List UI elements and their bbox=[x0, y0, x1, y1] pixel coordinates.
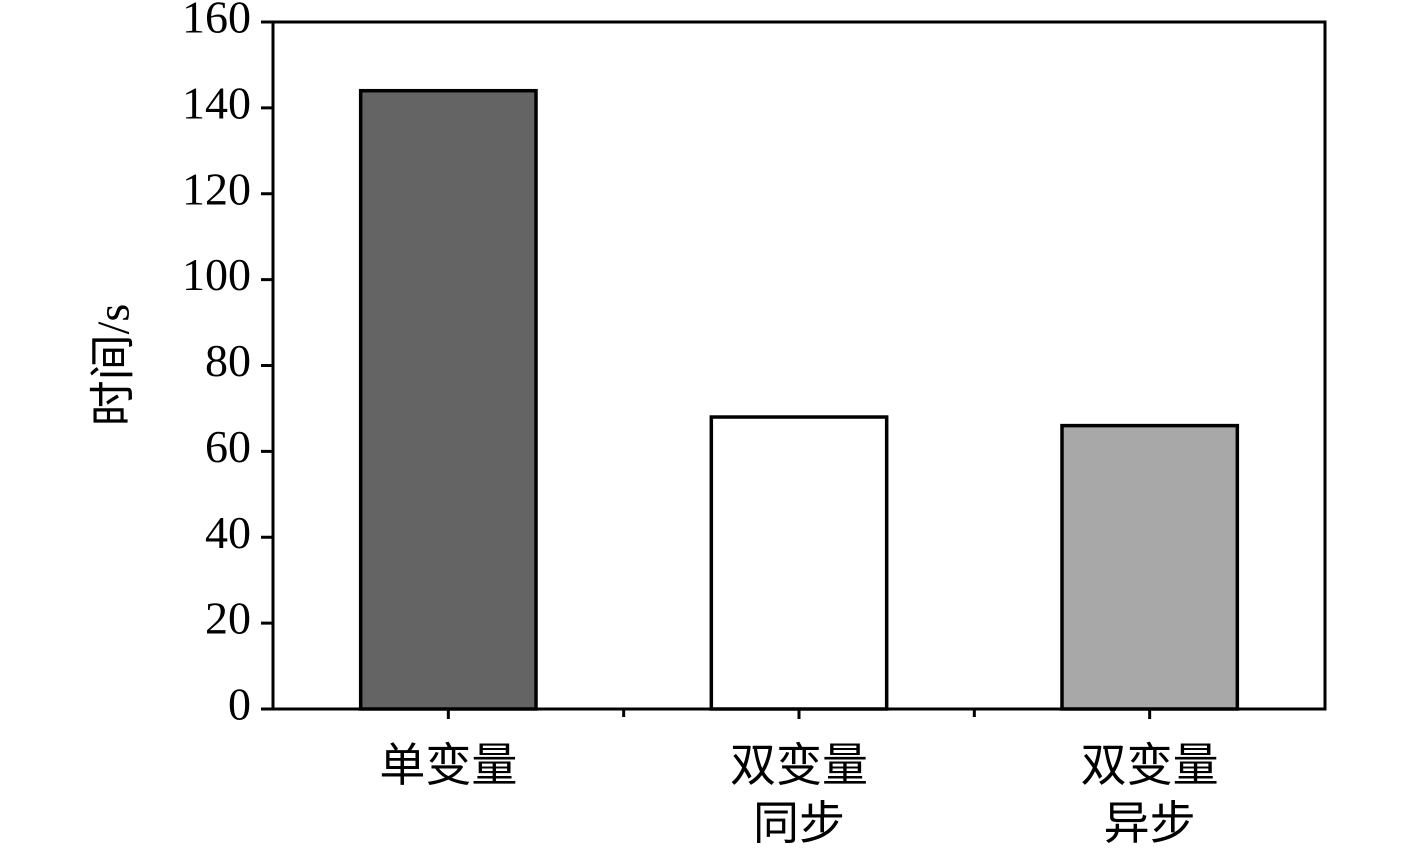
y-tick-label: 140 bbox=[182, 77, 251, 128]
x-tick-label: 单变量 bbox=[379, 740, 518, 791]
y-tick-label: 0 bbox=[228, 679, 251, 730]
y-tick-label: 160 bbox=[182, 0, 251, 43]
x-tick-label: 双变量 异步 bbox=[1080, 740, 1219, 849]
bar bbox=[709, 415, 889, 711]
bar bbox=[1060, 423, 1240, 711]
bar bbox=[358, 88, 538, 711]
x-tick-label: 双变量 同步 bbox=[730, 740, 868, 849]
y-tick-label: 100 bbox=[182, 249, 251, 300]
y-tick-label: 40 bbox=[205, 507, 251, 558]
y-tick-label: 120 bbox=[182, 163, 251, 214]
plot-frame bbox=[271, 20, 1327, 711]
y-tick-label: 80 bbox=[205, 335, 251, 386]
y-tick-label: 60 bbox=[205, 421, 251, 472]
y-axis-label: 时间/s bbox=[88, 304, 139, 427]
y-tick-label: 20 bbox=[205, 593, 251, 644]
